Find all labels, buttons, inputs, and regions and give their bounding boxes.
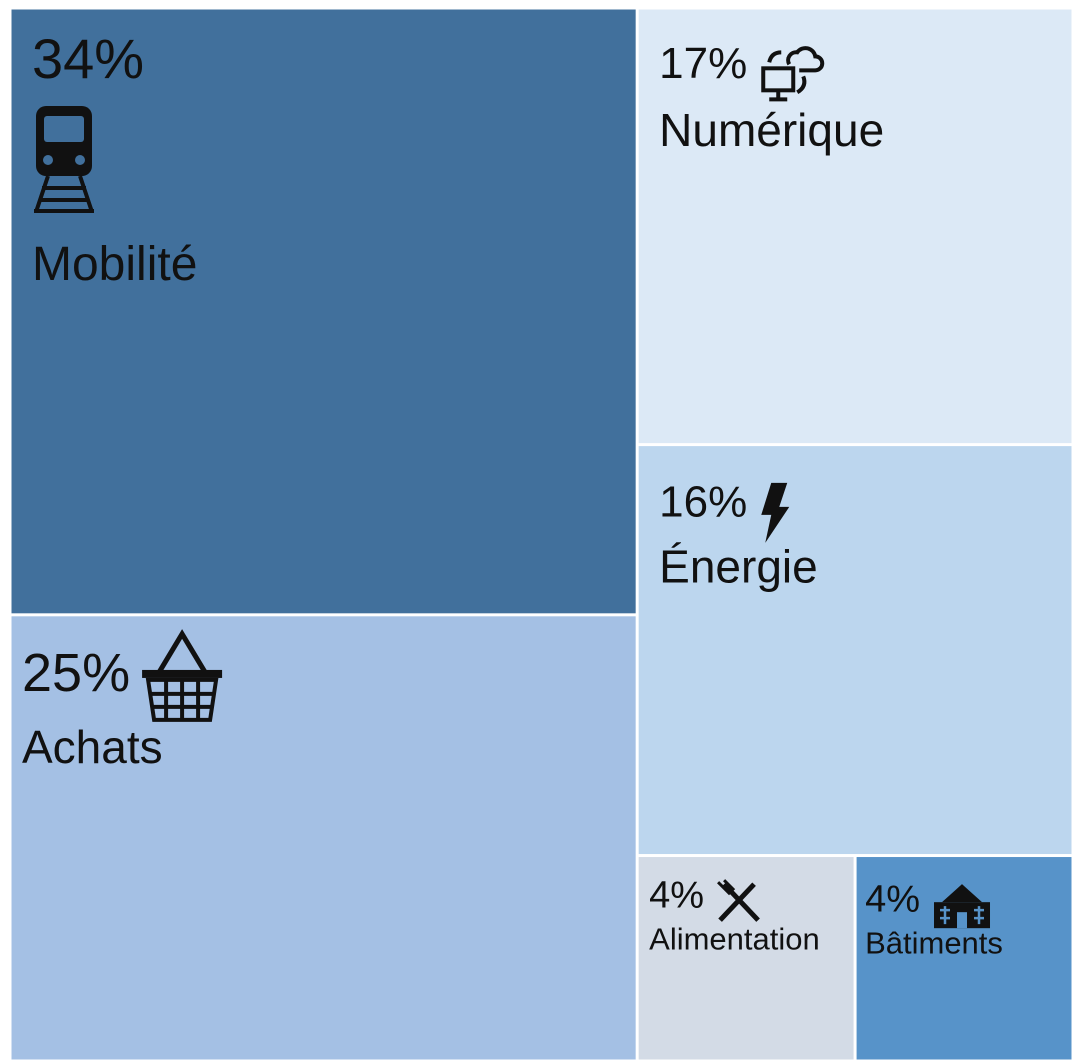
icon-part	[717, 879, 736, 896]
value-label: 16%	[659, 478, 747, 527]
icon-part	[718, 882, 760, 922]
icon-part	[75, 155, 85, 165]
icon-part	[767, 46, 825, 102]
icon	[34, 106, 94, 213]
value-label: 4%	[865, 879, 920, 921]
icon	[934, 884, 991, 929]
category-label: Achats	[22, 721, 163, 773]
tile: 4% Bâtiments	[856, 857, 1072, 1060]
category-label: Énergie	[659, 541, 818, 593]
value-label: 34%	[32, 27, 144, 90]
value-label: 4%	[649, 875, 704, 917]
tile: 34% Mobilité	[11, 9, 636, 614]
tile: 4% Alimentation	[638, 857, 854, 1060]
value-label: 17%	[659, 39, 747, 88]
tile-rect	[11, 9, 636, 614]
tile: 16% Énergie	[638, 446, 1072, 855]
tile-rect	[638, 9, 1072, 444]
icon	[142, 629, 223, 722]
icon-part	[44, 116, 84, 142]
icon	[717, 879, 760, 922]
category-label: Bâtiments	[865, 926, 1003, 961]
icon	[761, 46, 825, 102]
icon-part	[34, 175, 94, 213]
icon-part	[957, 912, 968, 929]
value-label: 25%	[22, 643, 130, 703]
icon-part	[142, 669, 223, 678]
icon	[761, 482, 790, 543]
icon-part	[155, 629, 209, 676]
tile-rect	[11, 616, 636, 1060]
icon-part	[145, 677, 219, 722]
tile: 25% Achats	[11, 616, 636, 1060]
category-label: Alimentation	[649, 922, 820, 957]
tile: 17% Numérique	[638, 9, 1072, 444]
icon-part	[43, 155, 53, 165]
icon-part	[942, 884, 983, 903]
category-label: Mobilité	[32, 238, 197, 291]
category-label: Numérique	[659, 104, 884, 156]
tile-rect	[638, 446, 1072, 855]
icon-part	[761, 482, 790, 543]
icon-part	[940, 906, 985, 925]
